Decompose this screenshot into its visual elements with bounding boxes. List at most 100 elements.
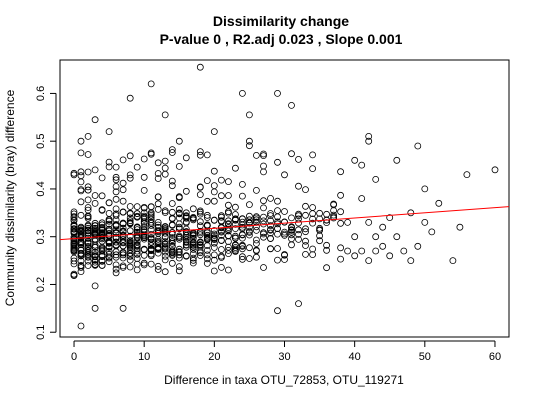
data-point xyxy=(91,116,99,124)
data-point xyxy=(182,209,190,217)
data-point xyxy=(98,256,106,264)
data-point xyxy=(133,234,141,241)
data-point xyxy=(161,170,169,178)
data-point xyxy=(217,228,225,236)
data-point xyxy=(288,214,295,222)
data-point xyxy=(119,263,127,271)
data-point xyxy=(105,209,113,217)
data-point xyxy=(112,269,120,277)
data-point xyxy=(98,237,106,245)
data-point xyxy=(112,221,120,229)
data-point xyxy=(133,238,141,246)
data-point xyxy=(267,234,274,242)
data-point xyxy=(140,251,148,259)
data-point xyxy=(77,249,85,257)
data-point xyxy=(365,218,373,226)
data-point xyxy=(168,182,176,190)
data-point xyxy=(217,246,225,253)
data-point xyxy=(140,209,148,217)
data-point xyxy=(98,219,106,227)
data-point xyxy=(274,245,281,252)
data-point xyxy=(372,247,380,255)
data-point xyxy=(112,163,120,171)
data-point xyxy=(274,218,281,226)
data-point xyxy=(91,166,99,174)
data-point xyxy=(77,239,85,247)
data-point xyxy=(210,239,218,247)
data-point xyxy=(252,236,260,244)
data-point xyxy=(161,268,169,276)
data-point xyxy=(154,262,162,270)
data-point xyxy=(168,200,176,207)
data-point xyxy=(288,228,295,236)
data-point xyxy=(84,214,92,222)
data-point xyxy=(210,232,218,239)
plot-frame xyxy=(59,59,510,338)
x-tick-label: 50 xyxy=(419,351,431,363)
data-point xyxy=(337,191,345,199)
data-point xyxy=(281,230,288,238)
data-point xyxy=(126,219,134,226)
data-point xyxy=(203,235,211,243)
data-point xyxy=(140,218,148,226)
data-point xyxy=(133,210,141,217)
data-point xyxy=(238,234,246,242)
data-point xyxy=(245,212,253,220)
data-point xyxy=(133,163,141,171)
data-point xyxy=(393,156,401,164)
data-point xyxy=(91,256,99,264)
data-point xyxy=(196,241,204,249)
data-point xyxy=(147,230,155,238)
data-point xyxy=(147,238,155,246)
data-point xyxy=(154,237,162,245)
data-point xyxy=(274,207,281,215)
data-point xyxy=(288,241,295,249)
data-point xyxy=(147,250,155,258)
data-point xyxy=(140,219,148,227)
data-point xyxy=(245,231,253,239)
data-point xyxy=(91,241,99,249)
data-point xyxy=(182,228,190,236)
data-point xyxy=(133,255,141,262)
data-point xyxy=(147,80,155,88)
data-point xyxy=(91,219,99,227)
data-point xyxy=(175,267,183,275)
data-point xyxy=(119,208,127,216)
data-point xyxy=(252,253,260,261)
data-point xyxy=(288,231,295,239)
data-point xyxy=(351,252,359,260)
data-point xyxy=(372,175,380,183)
data-point xyxy=(161,256,169,264)
data-point xyxy=(182,235,190,243)
data-point xyxy=(238,192,246,200)
data-point xyxy=(210,167,218,175)
data-point xyxy=(231,216,239,224)
y-axis: 0.1 0.2 0.3 0.4 0.5 0.6 xyxy=(35,86,57,340)
data-point xyxy=(133,260,141,268)
data-point xyxy=(112,212,120,219)
data-point xyxy=(267,194,274,202)
data-point xyxy=(316,237,324,245)
data-point xyxy=(217,237,225,245)
data-point xyxy=(217,176,225,184)
data-point xyxy=(70,242,78,250)
data-point xyxy=(379,223,387,231)
data-point xyxy=(224,201,232,209)
data-point xyxy=(77,149,85,157)
data-point xyxy=(147,216,155,224)
data-point xyxy=(91,231,99,239)
data-point xyxy=(203,251,211,259)
data-point xyxy=(189,250,197,258)
data-point xyxy=(414,242,422,250)
data-point xyxy=(126,263,134,271)
data-point xyxy=(161,157,169,165)
data-point xyxy=(175,137,183,145)
data-point xyxy=(295,235,302,243)
data-point xyxy=(267,245,274,253)
data-point xyxy=(393,233,401,241)
data-point xyxy=(210,256,218,264)
data-point xyxy=(105,258,113,266)
data-point xyxy=(147,260,155,268)
y-tick-label: 0.3 xyxy=(35,229,47,244)
data-point xyxy=(126,152,134,160)
